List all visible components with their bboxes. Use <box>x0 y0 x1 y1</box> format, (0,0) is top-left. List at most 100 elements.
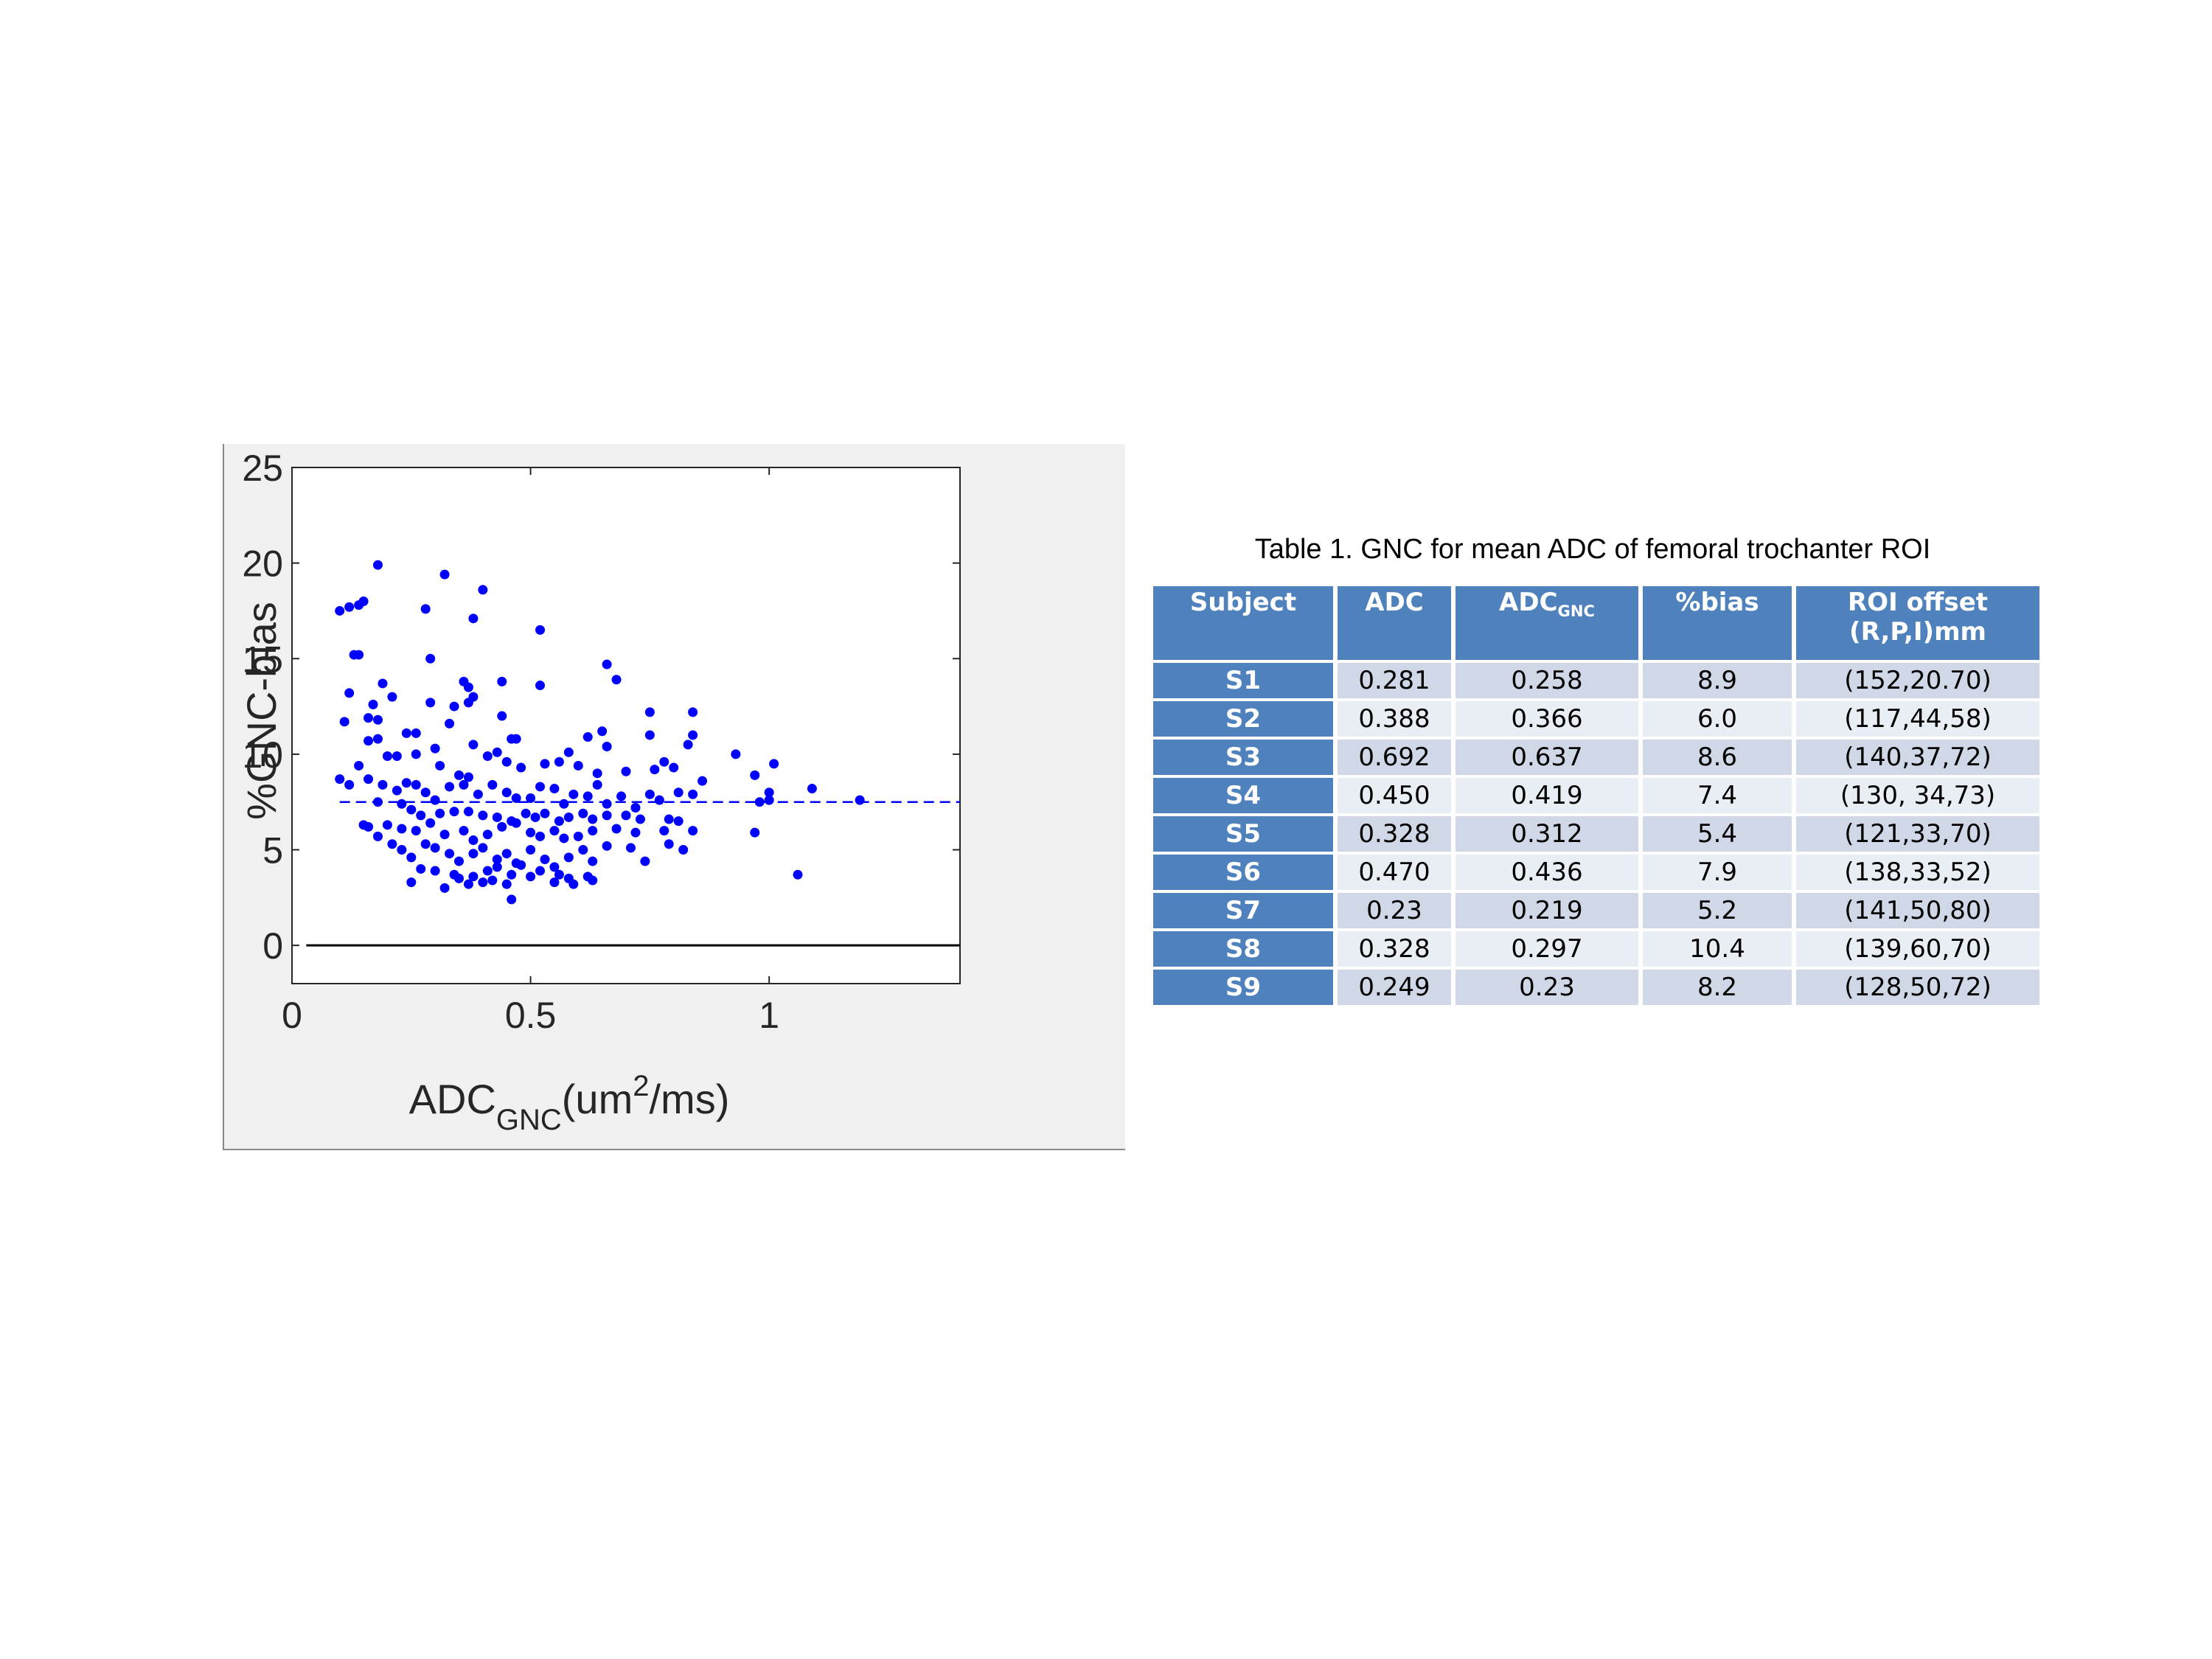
data-point <box>602 659 612 669</box>
cell-roi: (152,20.70) <box>1796 663 2039 698</box>
header-roi-line1: ROI offset <box>1847 588 1989 617</box>
data-point <box>650 765 660 775</box>
data-point <box>454 873 464 883</box>
data-point <box>411 826 421 836</box>
data-point <box>382 820 392 830</box>
y-tick-label: 5 <box>262 830 283 872</box>
data-point <box>430 795 440 805</box>
cell-adc-gnc: 0.419 <box>1455 778 1638 813</box>
table-row: S6 0.470 0.436 7.9 (138,33,52) <box>1153 855 2039 890</box>
cell-adc-gnc: 0.312 <box>1455 816 1638 852</box>
data-point <box>597 726 608 737</box>
cell-roi: (139,60,70) <box>1796 931 2039 967</box>
data-point <box>554 816 564 827</box>
data-point <box>582 732 593 742</box>
data-point <box>463 698 473 708</box>
data-point <box>430 843 440 853</box>
data-point <box>654 795 664 805</box>
cell-adc-gnc: 0.436 <box>1455 855 1638 890</box>
cell-bias: 10.4 <box>1643 931 1792 967</box>
header-adc-gnc: ADCGNC <box>1455 586 1638 660</box>
data-point <box>535 782 546 792</box>
data-point <box>430 743 440 754</box>
data-point <box>463 879 473 889</box>
data-point <box>378 779 388 790</box>
cell-roi: (128,50,72) <box>1796 970 2039 1005</box>
data-point <box>750 827 760 838</box>
data-point <box>616 791 627 801</box>
data-point <box>602 810 612 821</box>
data-point <box>511 818 521 828</box>
data-point <box>420 604 431 614</box>
data-point <box>364 821 374 832</box>
table-row: S7 0.23 0.219 5.2 (141,50,80) <box>1153 893 2039 928</box>
data-point <box>516 860 526 870</box>
x-tick-label: 0 <box>282 995 302 1036</box>
data-point <box>364 736 374 746</box>
data-point <box>358 596 369 606</box>
scatter-plot: 0 5 10 15 20 25 0 0.5 1 %GNC-bias ADCGNC(um2/ms) <box>238 448 961 1136</box>
data-point <box>354 650 364 660</box>
data-point <box>635 814 645 824</box>
data-point <box>549 784 560 794</box>
data-point <box>378 678 388 689</box>
data-point <box>473 789 483 799</box>
data-point <box>372 734 383 744</box>
data-point <box>501 849 512 859</box>
data-point <box>511 734 521 744</box>
data-point <box>754 797 765 807</box>
cell-subject: S6 <box>1153 855 1333 890</box>
data-point <box>568 879 579 889</box>
header-bias: %bias <box>1643 586 1792 660</box>
data-point <box>673 787 684 798</box>
data-point <box>401 778 411 788</box>
data-point <box>354 760 364 771</box>
data-point <box>435 808 445 818</box>
data-point <box>621 810 631 821</box>
data-point <box>521 808 531 818</box>
cell-roi: (138,33,52) <box>1796 855 2039 890</box>
cell-subject: S9 <box>1153 970 1333 1005</box>
data-point <box>764 787 774 798</box>
cell-roi: (140,37,72) <box>1796 740 2039 775</box>
data-point <box>425 653 436 664</box>
header-adc-gnc-main: ADC <box>1499 588 1558 617</box>
data-point <box>611 824 622 834</box>
data-point <box>372 714 383 725</box>
data-point <box>406 877 417 888</box>
data-point <box>478 810 488 821</box>
y-tick-label: 0 <box>262 925 283 967</box>
data-point <box>487 875 498 886</box>
data-point <box>688 826 698 836</box>
y-tick-label: 15 <box>242 639 283 680</box>
data-point <box>492 854 502 864</box>
cell-adc: 0.328 <box>1338 816 1451 852</box>
data-point <box>372 560 383 570</box>
cell-adc-gnc: 0.23 <box>1455 970 1638 1005</box>
cell-adc: 0.328 <box>1338 931 1451 967</box>
cell-adc-gnc: 0.637 <box>1455 740 1638 775</box>
data-point <box>492 747 502 757</box>
data-point <box>750 770 760 780</box>
data-point <box>382 751 392 761</box>
table-body: S1 0.281 0.258 8.9 (152,20.70) S2 0.388 0.366 6.… <box>1153 663 2039 1005</box>
data-point <box>411 779 421 790</box>
data-point <box>602 799 612 809</box>
x-tick-label: 1 <box>759 995 779 1036</box>
data-point <box>535 625 546 635</box>
data-point <box>588 814 598 824</box>
data-point <box>540 854 550 864</box>
scatter-plot-panel: 0 5 10 15 20 25 0 0.5 1 %GNC-bias ADCGNC(um2/ms) <box>223 444 1125 1150</box>
table-row: S1 0.281 0.258 8.9 (152,20.70) <box>1153 663 2039 698</box>
data-point <box>468 740 479 750</box>
data-point <box>397 845 407 855</box>
data-point <box>678 845 689 855</box>
data-point <box>664 814 674 824</box>
data-point <box>492 812 502 822</box>
header-roi-line2: (R,P,I)mm <box>1849 617 1986 647</box>
cell-bias: 7.4 <box>1643 778 1792 813</box>
data-point <box>449 701 459 712</box>
cell-adc-gnc: 0.297 <box>1455 931 1638 967</box>
header-roi-offset: ROI offset (R,P,I)mm <box>1796 586 2039 660</box>
header-adc: ADC <box>1338 586 1451 660</box>
